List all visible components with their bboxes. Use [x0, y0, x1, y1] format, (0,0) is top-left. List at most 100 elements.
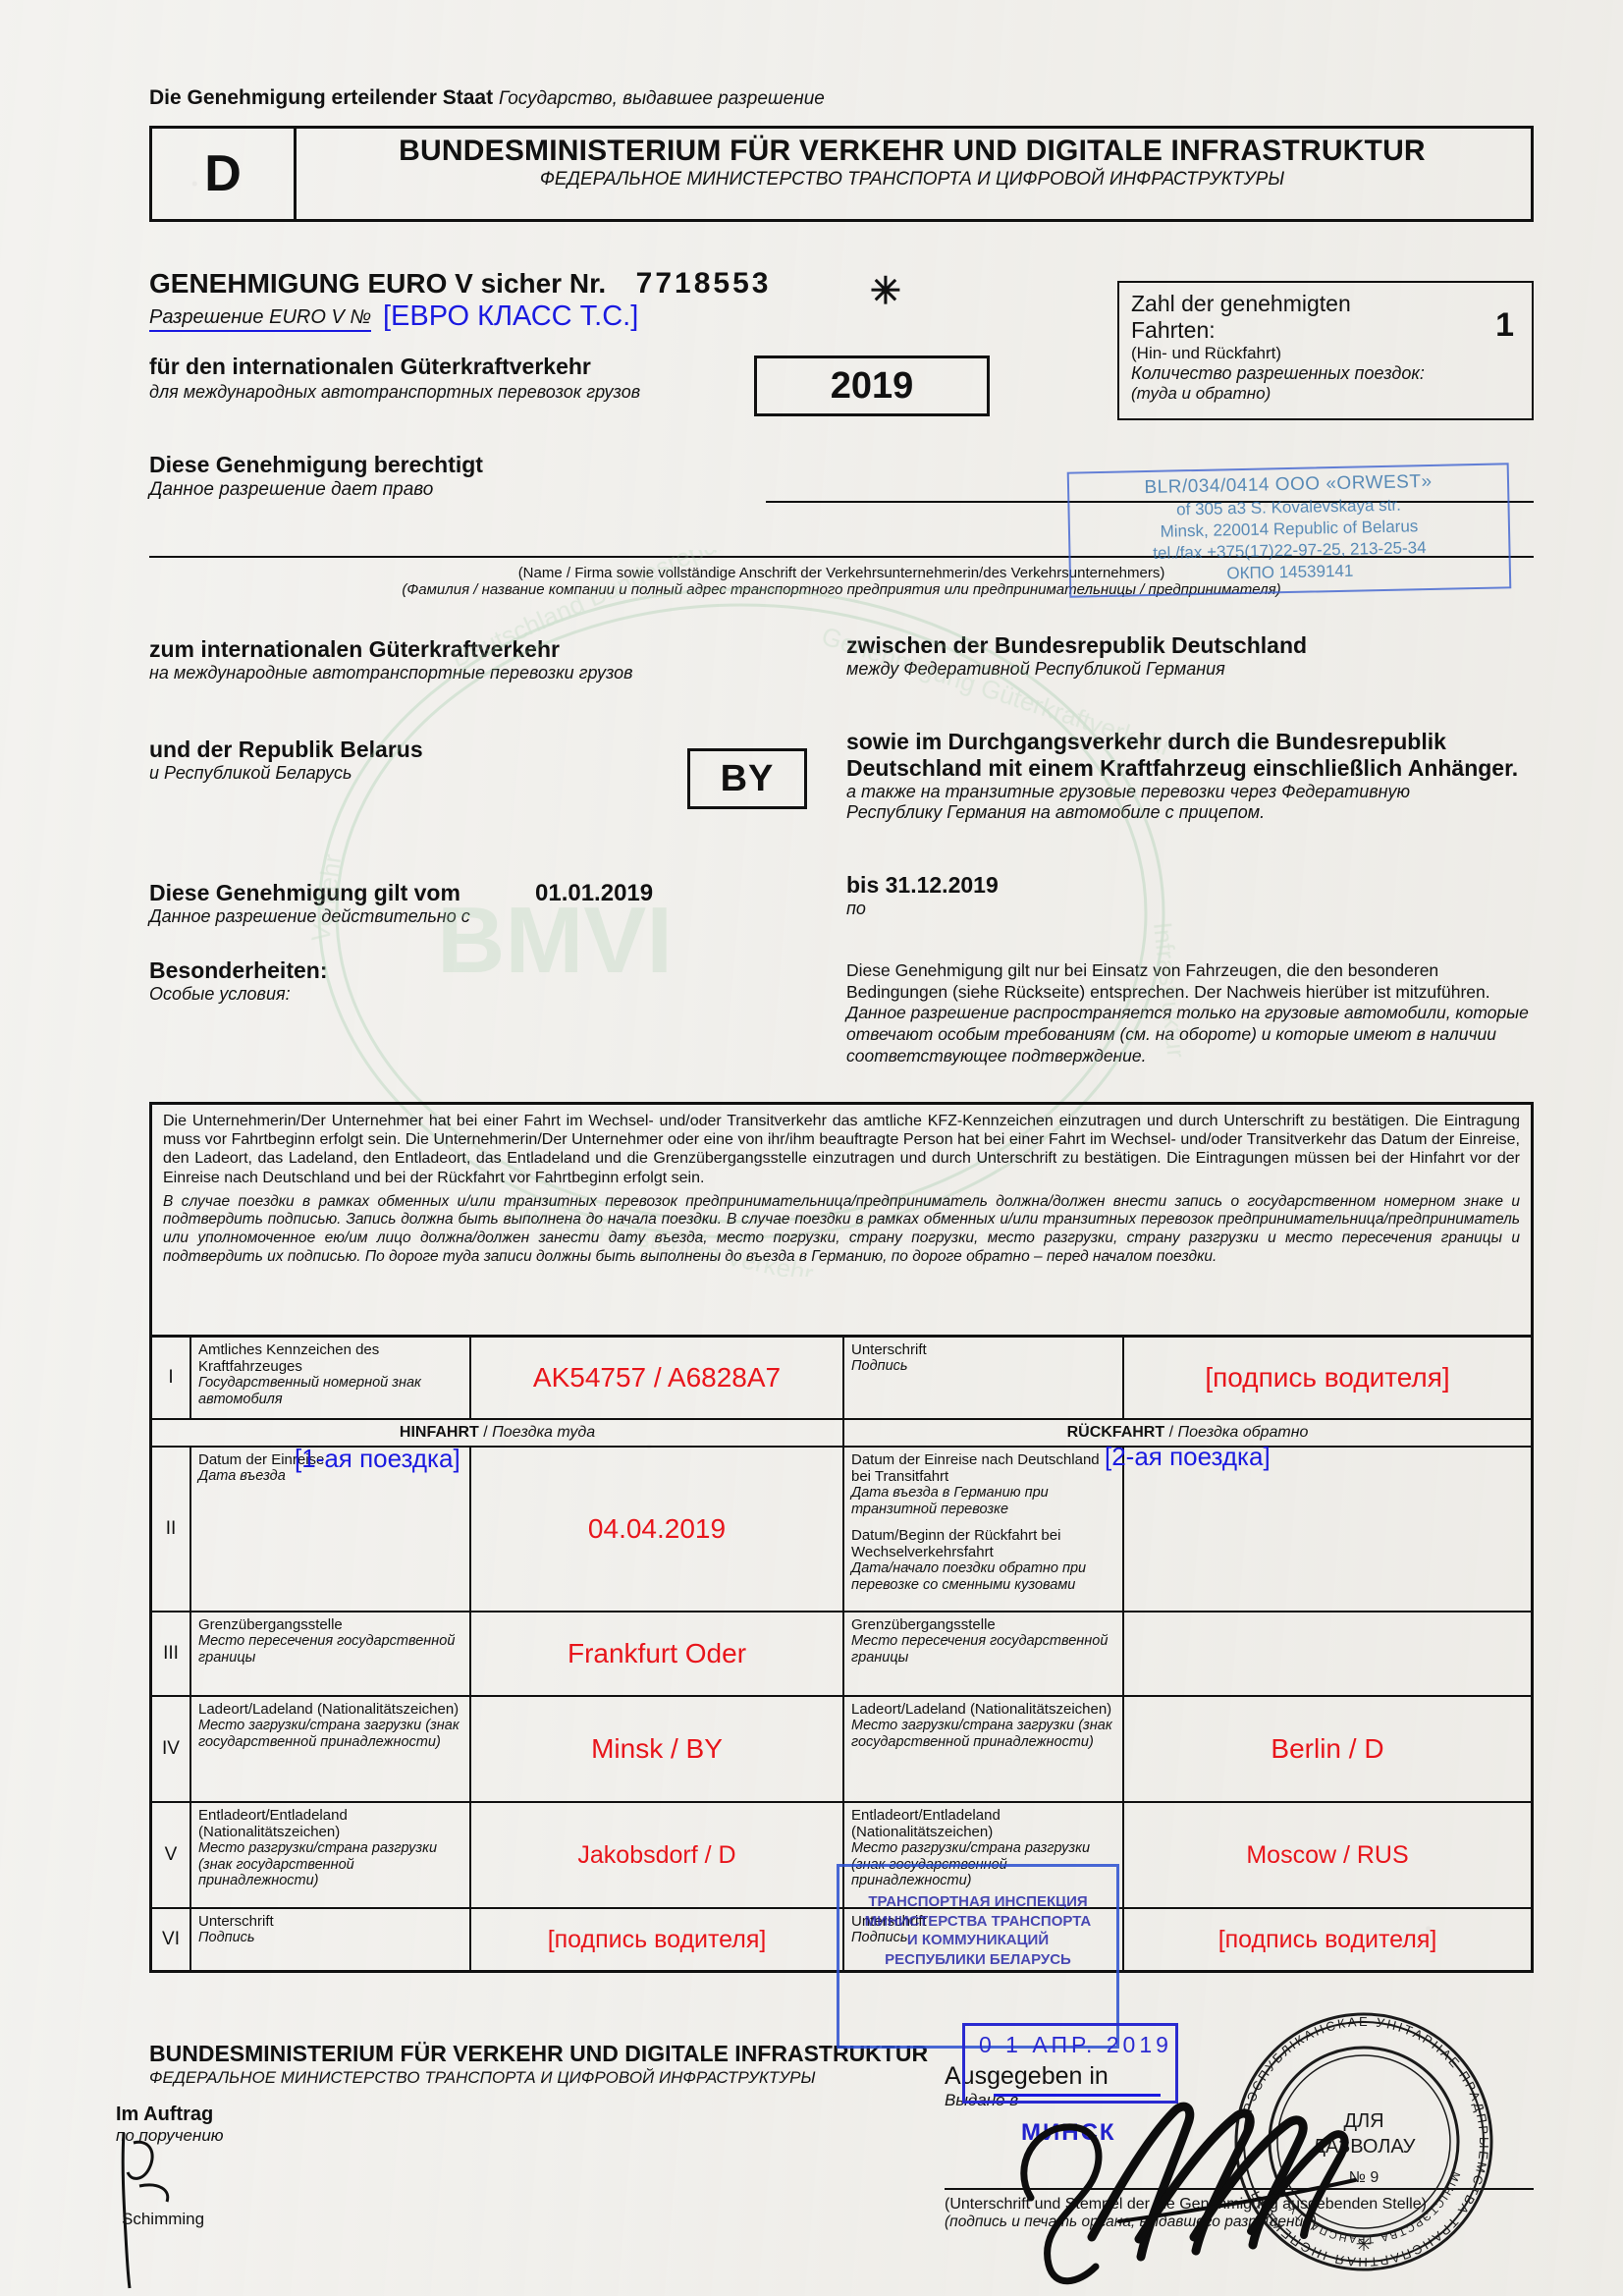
validity-to-ru: по	[846, 899, 866, 918]
scope-right-bottom-ru-1: а также на транзитные грузовые перевозки…	[846, 782, 1411, 801]
driver-signature-value-3: [подпись водителя]	[1217, 1925, 1437, 1953]
signature-caption-de: (Unterschrift und Stempel der die Genehm…	[945, 2196, 1427, 2213]
signature-caption: (Unterschrift und Stempel der die Genehm…	[945, 2196, 1553, 2231]
euroclass-annotation: [ЕВРО КЛАСС Т.С.]	[383, 301, 639, 332]
scope-right-bottom-ru-2: Республику Германия на автомобиле с приц…	[846, 802, 1266, 822]
holder-line-2	[149, 556, 1534, 558]
entitles-de: Diese Genehmigung berechtigt	[149, 452, 483, 477]
row2-left-label: Datum der Einreise Дата въезда [1-ая пое…	[191, 1444, 471, 1611]
trips-count: 1	[1495, 306, 1514, 344]
special-label-ru: Особые условия:	[149, 984, 291, 1004]
footer-ministry-de: BUNDESMINISTERIUM FÜR VERKEHR UND DIGITA…	[149, 2041, 929, 2066]
row3-left-value[interactable]: Frankfurt Oder	[471, 1613, 844, 1695]
issued-in-de: Ausgegeben in	[945, 2062, 1109, 2090]
row3-right-label-de: Grenzübergangsstelle	[851, 1616, 996, 1633]
direction-header-row: HINFAHRT / Поездка туда RÜCKFAHRT / Поез…	[152, 1420, 1531, 1448]
row1-left-value[interactable]: AK54757 / A6828A7	[471, 1338, 844, 1418]
table-row: I Amtliches Kennzeichen des Kraftfahrzeu…	[152, 1338, 1531, 1420]
row6-left-label: Unterschrift Подпись	[191, 1909, 471, 1970]
row1-right-value[interactable]: [подпись водителя]	[1124, 1338, 1531, 1418]
trips-line1-de: Zahl der genehmigten	[1131, 291, 1351, 316]
header-separator-2: /	[1168, 1424, 1174, 1441]
row-number: II	[152, 1448, 191, 1611]
row1-left-label: Amtliches Kennzeichen des Kraftfahrzeuge…	[191, 1338, 471, 1418]
row2-right-value[interactable]: [2-ая поездка]	[1105, 1442, 1531, 1611]
trip2-annotation: [2-ая поездка]	[1105, 1442, 1271, 1471]
loading-place-value: Minsk / BY	[591, 1733, 723, 1764]
by-order-label: Im Auftrag по поручению	[116, 2104, 224, 2146]
permit-purpose-de: für den internationalen Güterkraftverkeh…	[149, 354, 591, 379]
row2-right-label-de2: Datum/Beginn der Rückfahrt bei Wechselve…	[851, 1527, 1061, 1561]
by-order-de: Im Auftrag	[116, 2104, 214, 2125]
holder-line-1	[766, 501, 1534, 503]
entry-date-value: 04.04.2019	[587, 1513, 727, 1544]
table-row: IV Ladeort/Ladeland (Nationalitätszeiche…	[152, 1697, 1531, 1803]
row4-left-value[interactable]: Minsk / BY	[471, 1697, 844, 1801]
special-conditions-text: Diese Genehmigung gilt nur bei Einsatz v…	[846, 960, 1534, 1066]
row1-left-label-ru: Государственный номерной знак автомобиля	[198, 1375, 421, 1407]
unloading-place-value: Jakobsdorf / D	[577, 1840, 736, 1869]
footer-ministry-ru: ФЕДЕРАЛЬНОЕ МИНИСТЕРСТВО ТРАНСПОРТА И ЦИ…	[149, 2068, 816, 2087]
row-number: III	[152, 1613, 191, 1695]
trips-line1-ru: Количество разрешенных поездок:	[1131, 363, 1425, 383]
ministry-header-box: D BUNDESMINISTERIUM FÜR VERKEHR UND DIGI…	[149, 126, 1534, 222]
scope-right-top-ru: между Федеративной Республикой Германия	[846, 659, 1225, 679]
scope-right-top-de: zwischen der Bundesrepublik Deutschland	[846, 632, 1308, 658]
permit-title-ru: Разрешение EURO V №	[149, 306, 371, 332]
row4-left-label-ru: Место загрузки/страна загрузки (знак гос…	[198, 1718, 460, 1750]
row2-right-label: Datum der Einreise nach Deutschland bei …	[844, 1448, 1124, 1611]
row6-left-value[interactable]: [подпись водителя]	[471, 1909, 844, 1970]
star-icon: ✳	[870, 271, 901, 312]
border-crossing-value: Frankfurt Oder	[567, 1638, 747, 1668]
row5-right-value[interactable]: Moscow / RUS	[1124, 1803, 1531, 1907]
table-row: V Entladeort/Entladeland (Nationalitätsz…	[152, 1803, 1531, 1909]
row2-right-label-ru: Дата въезда в Германию при транзитной пе…	[851, 1485, 1049, 1517]
row3-right-value[interactable]	[1124, 1613, 1531, 1695]
row1-right-label-ru: Подпись	[851, 1358, 908, 1375]
svg-text:№ 9: № 9	[1349, 2169, 1380, 2186]
trip1-annotation: [1-ая поездка]	[295, 1444, 460, 1473]
return-header-ru: Поездка обратно	[1177, 1424, 1309, 1441]
holder-caption: (Name / Firma sowie vollständige Anschri…	[149, 565, 1534, 598]
driver-signature-value-2: [подпись водителя]	[547, 1925, 767, 1953]
issuing-state-label: Die Genehmigung erteilender Staat Госуда…	[149, 86, 825, 110]
by-country-box: BY	[687, 748, 807, 809]
row6-right-label-ru: Подпись	[851, 1930, 908, 1946]
scope-right-bottom: sowie im Durchgangsverkehr durch die Bun…	[846, 729, 1534, 823]
official-signature-left	[106, 2125, 253, 2292]
issue-date-stamp-text: 0 1 АПР. 2019	[979, 2032, 1172, 2057]
row5-right-label-de: Entladeort/Entladeland (Nationalitätszei…	[851, 1807, 1001, 1841]
special-conditions-label: Besonderheiten: Особые условия:	[149, 957, 327, 1005]
special-para-de: Diese Genehmigung gilt nur bei Einsatz v…	[846, 960, 1490, 1002]
permit-year-box: 2019	[754, 355, 990, 416]
legal-notice-box: Die Unternehmerin/Der Unternehmer hat be…	[149, 1102, 1534, 1338]
inspection-stamp-line1: ТРАНСПОРТНАЯ ИНСПЕКЦИЯ	[868, 1893, 1088, 1910]
inspection-stamp-line2: МИНИСТЕРСТВА ТРАНСПОРТА	[864, 1912, 1092, 1930]
permit-purpose-ru: для международных автотранспортных перев…	[149, 382, 641, 402]
row2-left-value[interactable]: 04.04.2019	[471, 1448, 844, 1611]
row3-left-label-ru: Место пересечения государственной границ…	[198, 1633, 456, 1666]
row6-left-label-ru: Подпись	[198, 1930, 255, 1946]
inspection-stamp-line3: И КОММУНИКАЦИЙ	[906, 1932, 1050, 1948]
row6-right-label: Unterschrift Подпись	[844, 1909, 1124, 1970]
row6-right-label-de: Unterschrift	[851, 1913, 927, 1930]
row5-left-value[interactable]: Jakobsdorf / D	[471, 1803, 844, 1907]
row3-right-label: Grenzübergangsstelle Место пересечения г…	[844, 1613, 1124, 1695]
outbound-header-ru: Поездка туда	[492, 1424, 596, 1441]
row1-left-label-de: Amtliches Kennzeichen des Kraftfahrzeuge…	[198, 1341, 380, 1376]
row2-left-label-de: Datum der Einreise	[198, 1451, 325, 1468]
holder-caption-de: (Name / Firma sowie vollständige Anschri…	[517, 565, 1165, 581]
row1-right-label: Unterschrift Подпись	[844, 1338, 1124, 1418]
row4-right-value[interactable]: Berlin / D	[1124, 1697, 1531, 1801]
scope-left-bottom-de: und der Republik Belarus	[149, 737, 423, 762]
issue-date-stamp: 0 1 АПР. 2019	[962, 2023, 1178, 2104]
unloading-place-return-value: Moscow / RUS	[1246, 1840, 1409, 1869]
approved-trips-box: Zahl der genehmigten Fahrten: (Hin- und …	[1117, 281, 1534, 420]
row6-right-value[interactable]: [подпись водителя]	[1124, 1909, 1531, 1970]
validity-to: bis 31.12.2019 по	[846, 872, 999, 919]
validity-from-ru: Данное разрешение действительно с	[149, 906, 470, 926]
row3-right-label-ru: Место пересечения государственной границ…	[851, 1633, 1109, 1666]
header-separator-1: /	[483, 1424, 488, 1441]
table-row: II Datum der Einreise Дата въезда [1-ая …	[152, 1442, 1531, 1613]
